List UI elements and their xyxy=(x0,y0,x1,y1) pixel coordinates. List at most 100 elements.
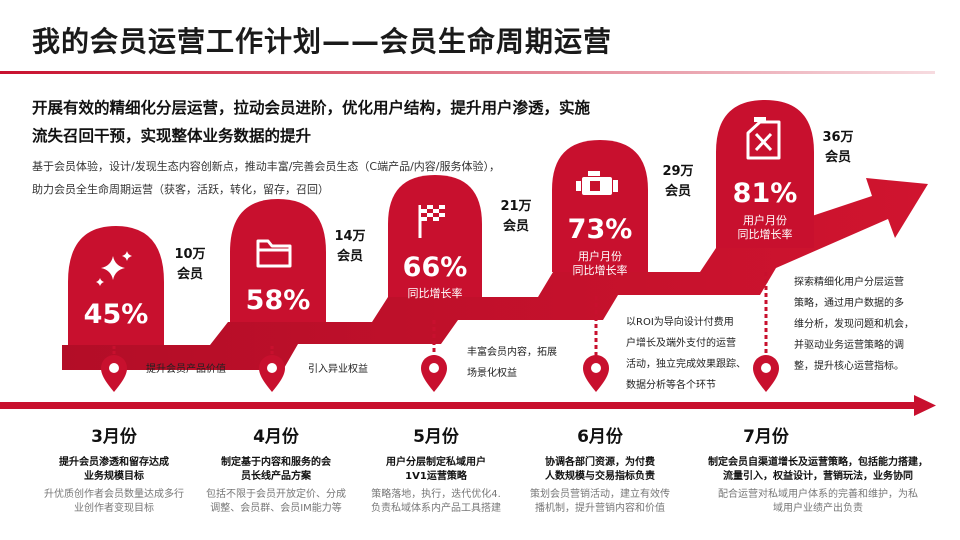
month-desc: 配合运营对私域用户体系的完善和维护，为私 域用户业绩产出负责 xyxy=(690,488,946,516)
month-title-line: 1V1运营策略 xyxy=(405,471,467,482)
month-desc-line: 升优质创作者会员数量达成多行 xyxy=(44,489,184,500)
arch-4 xyxy=(552,140,648,272)
subline-line-2: 助力会员全生命周期运营（获客，活跃，转化，留存，召回） xyxy=(32,183,329,196)
month-desc-line: 播机制，提升营销内容和价值 xyxy=(535,503,665,514)
stage-4-members-count: 29万 xyxy=(662,164,694,179)
month-desc-line: 调整、会员群、会员IM能力等 xyxy=(210,503,342,514)
stage-1-note-line: 提升会员产品价值 xyxy=(146,364,226,375)
stage-4-percent: 73% xyxy=(567,214,633,245)
pin-july xyxy=(753,272,779,392)
stage-2-note: 引入异业权益 xyxy=(308,359,368,380)
stage-5-note-line: 并驱动业务运营策略的调 xyxy=(794,340,904,351)
stage-3-members-unit: 会员 xyxy=(502,219,529,234)
stage-2-members-unit: 会员 xyxy=(336,249,363,264)
stage-5-members-count: 36万 xyxy=(822,130,854,145)
stage-4-note-line: 活动，独立完成效果跟踪、 xyxy=(626,359,746,370)
stage-1-percent: 45% xyxy=(83,299,149,330)
stage-3-percent: 66% xyxy=(402,252,468,283)
stage-5-members-unit: 会员 xyxy=(824,150,851,165)
month-label: 6月份 xyxy=(577,427,623,447)
stage-1-note: 提升会员产品价值 xyxy=(146,359,226,380)
pin-may xyxy=(421,320,447,392)
stage-2-note-line: 引入异业权益 xyxy=(308,364,368,375)
stage-3-members-count: 21万 xyxy=(500,199,532,214)
month-title-line: 流量引入，权益设计，营销玩法，业务协同 xyxy=(723,471,913,482)
month-column-march: 3月份 提升会员渗透和留存达成 业务规模目标 升优质创作者会员数量达成多行 业创… xyxy=(34,422,194,516)
stage-5-note-line: 维分析，发现问题和机会， xyxy=(794,319,914,330)
stage-5-percent: 81% xyxy=(732,178,798,209)
stage-5-note-line: 探索精细化用户分层运营 xyxy=(794,277,904,288)
stage-5-note-line: 策略，通过用户数据的多 xyxy=(794,298,904,309)
stage-4-members: 29万 会员 xyxy=(648,162,708,202)
page-title: 我的会员运营工作计划——会员生命周期运营 xyxy=(32,25,613,58)
stage-5-note-line: 整，提升核心运营指标。 xyxy=(794,361,904,372)
stage-3-note-line: 场景化权益 xyxy=(467,368,517,379)
month-label: 3月份 xyxy=(91,427,137,447)
month-title: 制定基于内容和服务的会 员长线产品方案 xyxy=(196,456,356,484)
stage-5-percent-label: 用户月份 同比增长率 xyxy=(737,214,793,241)
month-desc-line: 策略落地，执行，迭代优化4. xyxy=(371,489,501,500)
month-desc: 包括不限于会员开放定价、分成 调整、会员群、会员IM能力等 xyxy=(196,488,356,516)
month-desc-line: 策划会员营销活动，建立有效传 xyxy=(530,489,670,500)
stage-1-members-count: 10万 xyxy=(174,247,206,262)
stage-4-percent-label: 用户月份 同比增长率 xyxy=(572,250,628,277)
month-desc: 升优质创作者会员数量达成多行 业创作者变现目标 xyxy=(34,488,194,516)
folder-icon xyxy=(256,239,292,268)
month-title-line: 制定基于内容和服务的会 xyxy=(221,457,331,468)
month-desc-line: 负责私域体系内产品工具搭建 xyxy=(371,503,501,514)
month-desc-line: 业创作者变现目标 xyxy=(74,503,154,514)
pin-march xyxy=(101,346,127,392)
month-title: 用户分层制定私域用户 1V1运营策略 xyxy=(356,456,516,484)
month-column-july: 7月份 制定会员自渠道增长及运营策略，包括能力搭建， 流量引入，权益设计，营销玩… xyxy=(690,422,946,516)
stage-2-percent: 58% xyxy=(245,285,311,316)
month-desc-line: 包括不限于会员开放定价、分成 xyxy=(206,489,346,500)
checkered-flag-icon xyxy=(418,205,445,238)
stage-4-members-unit: 会员 xyxy=(664,184,691,199)
month-column-june: 6月份 协调各部门资源，为付费 人数规模与交易指标负责 策划会员营销活动，建立有… xyxy=(518,422,682,516)
arch-5 xyxy=(716,100,814,248)
stage-1-members-unit: 会员 xyxy=(176,267,203,282)
timeline-bar xyxy=(0,402,918,409)
stage-2-members: 14万 会员 xyxy=(320,227,380,267)
month-desc: 策划会员营销活动，建立有效传 播机制，提升营销内容和价值 xyxy=(518,488,682,516)
subline-line-1: 基于会员体验，设计/发现生态内容创新点，推动丰富/完善会员生态（C端产品/内容/… xyxy=(32,160,501,173)
month-column-may: 5月份 用户分层制定私域用户 1V1运营策略 策略落地，执行，迭代优化4. 负责… xyxy=(356,422,516,516)
headline-line-2: 流失召回干预，实现整体业务数据的提升 xyxy=(32,127,312,145)
fuel-can-icon xyxy=(746,117,781,160)
month-title-line: 协调各部门资源，为付费 xyxy=(545,457,655,468)
month-title: 协调各部门资源，为付费 人数规模与交易指标负责 xyxy=(518,456,682,484)
pin-april xyxy=(259,346,285,392)
month-title: 制定会员自渠道增长及运营策略，包括能力搭建， 流量引入，权益设计，营销玩法，业务… xyxy=(690,456,946,484)
pin-june xyxy=(583,296,609,392)
stage-5-members: 36万 会员 xyxy=(808,128,868,168)
timeline-arrowhead xyxy=(914,395,936,416)
stage-3-percent-label: 同比增长率 xyxy=(407,287,463,300)
month-title: 提升会员渗透和留存达成 业务规模目标 xyxy=(34,456,194,484)
stage-4-note: 以ROI为导向设计付费用 户增长及端外支付的运营 活动，独立完成效果跟踪、 数据… xyxy=(626,312,746,396)
month-title-line: 员长线产品方案 xyxy=(241,471,311,482)
month-column-april: 4月份 制定基于内容和服务的会 员长线产品方案 包括不限于会员开放定价、分成 调… xyxy=(196,422,356,516)
stage-1-members: 10万 会员 xyxy=(160,245,220,285)
month-label: 5月份 xyxy=(413,427,459,447)
month-title-line: 提升会员渗透和留存达成 xyxy=(59,457,169,468)
headline-line-1: 开展有效的精细化分层运营，拉动会员进阶，优化用户结构，提升用户渗透，实施 xyxy=(32,99,591,117)
stage-4-note-line: 户增长及端外支付的运营 xyxy=(626,338,736,349)
month-desc-line: 域用户业绩产出负责 xyxy=(773,503,863,514)
arch-2 xyxy=(230,199,326,322)
month-label: 7月份 xyxy=(743,427,789,447)
month-title-line: 人数规模与交易指标负责 xyxy=(545,471,655,482)
sparkle-icon xyxy=(96,251,132,286)
engine-icon xyxy=(576,171,618,195)
month-desc: 策略落地，执行，迭代优化4. 负责私域体系内产品工具搭建 xyxy=(356,488,516,516)
month-title-line: 制定会员自渠道增长及运营策略，包括能力搭建， xyxy=(708,457,928,468)
stage-4-note-line: 以ROI为导向设计付费用 xyxy=(626,317,734,328)
stage-4-note-line: 数据分析等各个环节 xyxy=(626,380,716,391)
stage-5-note: 探索精细化用户分层运营 策略，通过用户数据的多 维分析，发现问题和机会， 并驱动… xyxy=(794,272,914,377)
arch-3 xyxy=(388,175,482,297)
month-title-line: 用户分层制定私域用户 xyxy=(386,457,486,468)
stage-3-note-line: 丰富会员内容，拓展 xyxy=(467,347,557,358)
month-desc-line: 配合运营对私域用户体系的完善和维护，为私 xyxy=(718,489,918,500)
